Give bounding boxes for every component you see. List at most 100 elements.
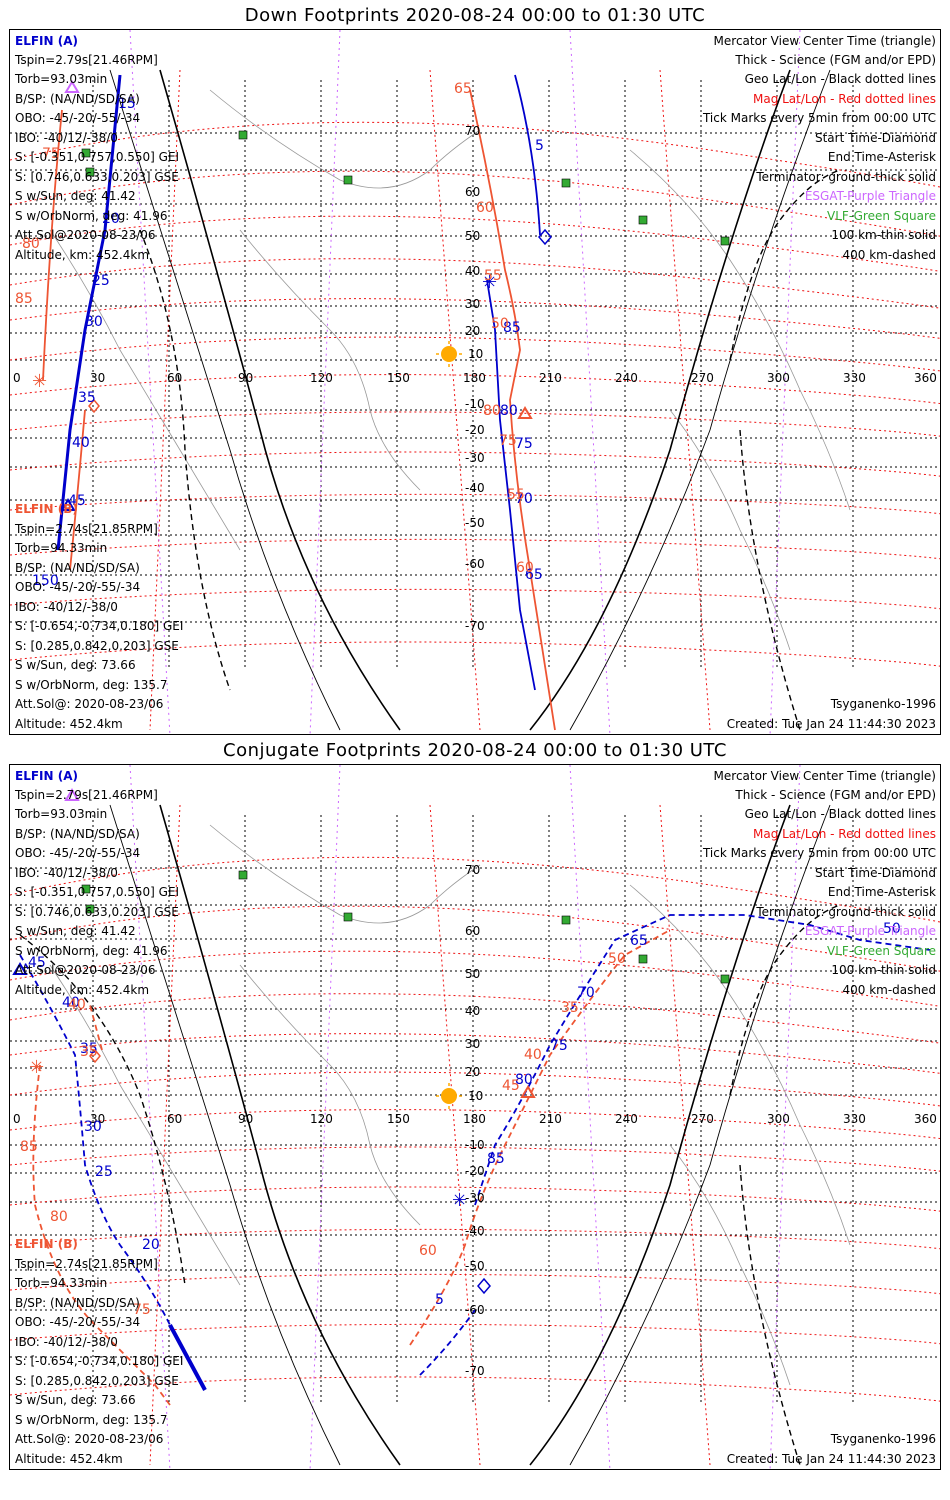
sun-rays-icon [436,1083,462,1109]
legend-thick: Thick - Science (FGM and/or EPD) [735,53,936,67]
lon-tick-labels: 0 30 60 90 120 150 180 210 240 270 300 330 360 [13,371,937,385]
elfin-a-line: Att.Sol@2020-08-23/06 [15,228,156,242]
svg-text:5: 5 [535,138,544,154]
model-label: Tsyganenko-1996 [830,1432,936,1446]
svg-text:60: 60 [465,185,480,199]
svg-text:20: 20 [465,324,480,338]
svg-text:75: 75 [515,436,533,452]
legend-100km: 100 km-thin solid [831,228,936,242]
svg-text:120: 120 [310,1112,333,1126]
map-canvas-down: ✳ ✳ 0 30 60 90 120 150 180 210 240 270 300 330 360… [10,30,940,734]
markers: ✳ ✳ [32,80,730,511]
svg-text:360: 360 [914,1112,937,1126]
svg-text:-10: -10 [465,1138,485,1152]
svg-text:270: 270 [691,371,714,385]
svg-text:30: 30 [465,1037,480,1051]
terminator [109,69,831,731]
elfin-b-line: Tspin=2.74s[21.85RPM] [15,1257,158,1271]
svg-text:25: 25 [92,273,110,289]
map-frame-down[interactable]: ✳ ✳ 0 30 60 90 120 150 180 210 240 270 300 330 360… [9,29,941,735]
legend-geo: Geo Lat/Lon - Black dotted lines [744,807,936,821]
svg-text:35: 35 [80,1044,98,1060]
svg-text:45: 45 [502,1078,520,1094]
svg-text:35: 35 [561,1000,579,1016]
svg-text:80: 80 [483,403,501,419]
svg-text:330: 330 [843,1112,866,1126]
svg-text:55: 55 [484,268,502,284]
svg-text:50: 50 [465,967,480,981]
svg-text:30: 30 [85,314,103,330]
elfin-a-diamond-icon [477,1277,491,1295]
elfin-a-asterisk-icon: ✳ [452,1190,467,1211]
svg-text:65: 65 [630,933,648,949]
legend-ticks: Tick Marks every 5min from 00:00 UTC [702,111,936,125]
sun-icon [441,346,457,362]
svg-text:15: 15 [118,96,136,112]
svg-text:180: 180 [463,1112,486,1126]
map-frame-conjugate[interactable]: ✳ ✳ 0 30 60 90 120 150 180 210 240 270 300 330 360… [9,764,941,1470]
elfin-a-asterisk-icon: ✳ [482,272,497,293]
svg-text:5: 5 [435,1292,444,1308]
legend-100km: 100 km-thin solid [831,963,936,977]
elfin-b-line: S: [-0.654,-0.734,0.180] GEI [15,619,184,633]
legend-400km: 400 km-dashed [842,983,936,997]
svg-text:-50: -50 [465,516,485,530]
elfin-a-triangle-icon [64,788,80,801]
svg-text:-40: -40 [465,1224,485,1238]
svg-text:40: 40 [524,1047,542,1063]
elfin-a-label: ELFIN (A) [15,34,78,48]
svg-text:75: 75 [499,433,517,449]
coastlines [49,824,851,1386]
svg-text:80: 80 [500,403,518,419]
markers: ✳ ✳ [12,788,730,1295]
elfin-b-line: S w/OrbNorm, deg: 135.7 [15,678,168,692]
elfin-b-line: IBO: -40/12/-38/0 [15,1335,118,1349]
svg-text:35: 35 [80,1041,98,1057]
svg-text:50: 50 [491,316,509,332]
legend-vlf: VLF-Green Square [827,944,936,958]
sun-rays-icon [436,341,462,367]
legend-ticks: Tick Marks every 5min from 00:00 UTC [702,846,936,860]
elfin-b-line: Altitude: 452.4km [15,1452,123,1466]
elfin-a-line: B/SP: (NA/ND/SD/SA) [15,827,140,841]
elfin-b-label: ELFIN (B) [15,502,78,516]
elfin-a-track [19,914,931,1391]
elfin-b-line: IBO: -40/12/-38/0 [15,600,118,614]
svg-text:-30: -30 [465,1191,485,1205]
svg-text:55: 55 [507,487,525,503]
svg-text:-30: -30 [465,451,485,465]
svg-text:80: 80 [50,1209,68,1225]
elfin-b-line: S: [0.285,0.842,0.203] GSE [15,639,179,653]
elfin-a-line: S w/Sun, deg: 41.42 [15,189,136,203]
svg-text:50: 50 [608,951,626,967]
elfin-a-line: S: [0.746,0.633,0.203] GSE [15,170,179,184]
elfin-a-line: S w/OrbNorm, deg: 41.96 [15,944,168,958]
elfin-a-line: Tspin=2.79s[21.46RPM] [15,53,158,67]
svg-text:75: 75 [550,1038,568,1054]
legend-mag: Mag Lat/Lon - Red dotted lines [752,92,936,106]
svg-text:0: 0 [13,1112,21,1126]
svg-text:210: 210 [539,1112,562,1126]
elfin-b-line: Torb=94.33min [15,541,108,555]
svg-text:60: 60 [476,200,494,216]
elfin-a-triangle-icon-2 [12,962,28,975]
svg-text:45: 45 [68,493,86,509]
elfin-b-line: OBO: -45/-20/-55/-34 [15,580,141,594]
svg-text:10: 10 [468,347,483,361]
svg-text:300: 300 [767,1112,790,1126]
elfin-b-line: B/SP: (NA/ND/SD/SA) [15,1296,140,1310]
elfin-a-line: Att.Sol@2020-08-23/06 [15,963,156,977]
svg-text:90: 90 [238,1112,253,1126]
legend-400km: 400 km-dashed [842,248,936,262]
elfin-b-line: S: [0.285,0.842,0.203] GSE [15,1374,179,1388]
svg-text:20: 20 [102,211,120,227]
terminator-400km [19,904,841,1466]
elfin-a-line: IBO: -40/12/-38/0 [15,866,118,880]
svg-text:-40: -40 [465,481,485,495]
elfin-a-line: S: [0.746,0.633,0.203] GSE [15,905,179,919]
svg-text:60: 60 [167,371,182,385]
elfin-b-asterisk-icon: ✳ [32,371,47,392]
elfin-b-line: Torb=94.33min [15,1276,108,1290]
created-label: Created: Tue Jan 24 11:44:30 2023 [726,717,936,731]
